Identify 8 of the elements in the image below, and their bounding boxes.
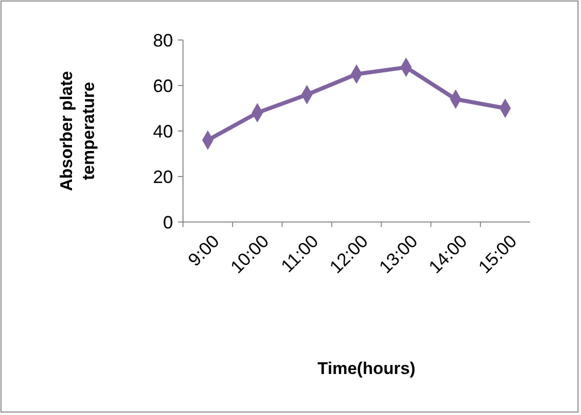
y-tick-label: 80 (152, 30, 173, 50)
y-axis-title: Absorber plate temperature (57, 71, 98, 191)
y-tick-label: 40 (152, 121, 173, 142)
x-tick-label: 9:00 (184, 231, 224, 270)
y-tick-label: 60 (152, 76, 173, 96)
y-tick-label: 0 (162, 212, 173, 232)
y-tick-label: 20 (152, 166, 173, 187)
x-axis-title: Time(hours) (318, 359, 416, 378)
